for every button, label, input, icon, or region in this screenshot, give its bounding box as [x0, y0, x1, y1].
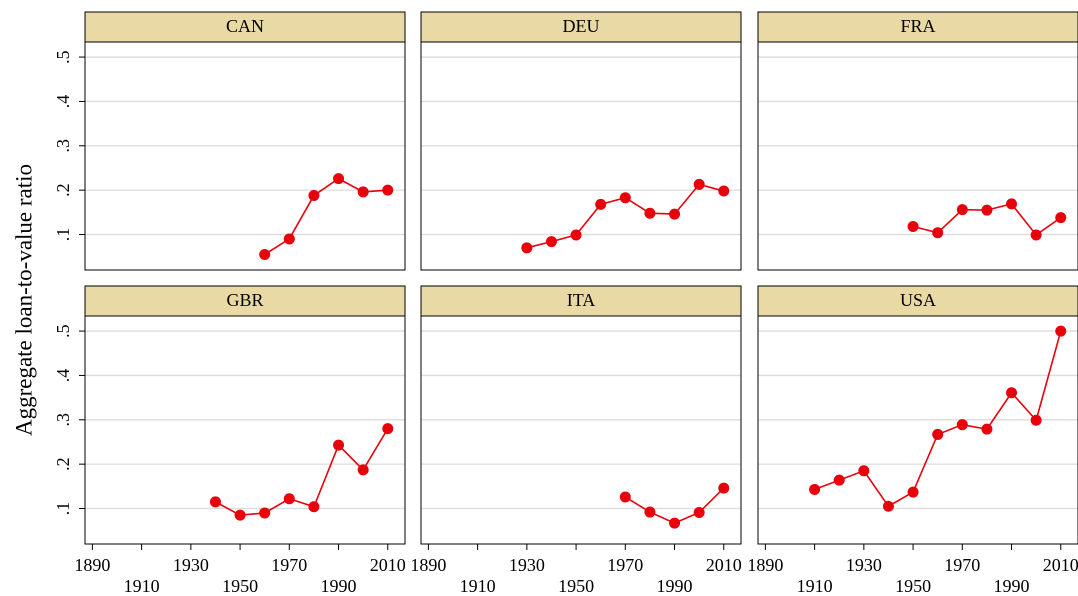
point	[644, 506, 656, 518]
point	[644, 207, 656, 219]
series-line	[814, 330, 1062, 508]
panel-frame	[757, 315, 1078, 545]
x-tick-label: 1890	[74, 555, 110, 575]
point	[669, 208, 681, 220]
point	[1055, 325, 1067, 337]
panel-title: ITA	[567, 290, 596, 310]
point	[619, 491, 631, 503]
point	[907, 486, 919, 498]
point	[545, 236, 557, 248]
point	[693, 178, 705, 190]
point	[283, 493, 295, 505]
panel-frame	[757, 41, 1078, 271]
point	[1006, 387, 1018, 399]
point	[619, 192, 631, 204]
point	[382, 423, 394, 435]
point	[809, 483, 821, 495]
point	[956, 204, 968, 216]
y-tick-label: .5	[53, 50, 73, 64]
point	[693, 507, 705, 519]
x-tick-label: 1990	[994, 576, 1030, 596]
x-tick-label: 1930	[846, 555, 882, 575]
x-tick-label: 1990	[321, 576, 357, 596]
point	[333, 439, 345, 451]
x-tick-label: 1990	[657, 576, 693, 596]
point	[907, 221, 919, 233]
point	[1055, 212, 1067, 224]
x-tick-label: 2010	[1043, 555, 1078, 575]
point	[669, 517, 681, 529]
x-tick-label: 1950	[558, 576, 594, 596]
panel-title: DEU	[563, 16, 600, 36]
x-tick-label: 1950	[895, 576, 931, 596]
x-tick-label: 2010	[370, 555, 406, 575]
point	[981, 204, 993, 216]
x-tick-label: 1930	[173, 555, 209, 575]
point	[956, 419, 968, 431]
point	[718, 185, 730, 197]
y-tick-label: .4	[53, 369, 73, 383]
y-tick-label: .4	[53, 95, 73, 109]
x-tick-label: 2010	[706, 555, 742, 575]
y-tick-label: .1	[53, 502, 73, 516]
panel-frame	[420, 41, 742, 271]
point	[1030, 414, 1042, 426]
panel-header	[757, 11, 1078, 43]
x-tick-label: 1930	[509, 555, 545, 575]
point	[333, 173, 345, 185]
x-tick-label: 1890	[410, 555, 446, 575]
panel-header	[420, 11, 742, 43]
panel-header	[84, 11, 406, 43]
point	[308, 501, 320, 513]
panel-header	[84, 285, 406, 317]
panel-frame	[84, 41, 406, 271]
x-tick-label: 1890	[747, 555, 783, 575]
point	[209, 496, 221, 508]
point	[521, 242, 533, 254]
point	[1030, 229, 1042, 241]
panel-title: FRA	[900, 16, 935, 36]
panel-header	[757, 285, 1078, 317]
y-tick-label: .5	[53, 324, 73, 338]
point	[1006, 198, 1018, 210]
x-tick-label: 1910	[124, 576, 160, 596]
point	[283, 233, 295, 245]
y-tick-label: .3	[53, 413, 73, 427]
point	[595, 198, 607, 210]
point	[259, 507, 271, 519]
y-tick-label: .2	[53, 183, 73, 197]
x-tick-label: 1910	[460, 576, 496, 596]
panel-header	[420, 285, 742, 317]
panel-title: USA	[900, 290, 936, 310]
point	[932, 428, 944, 440]
point	[357, 186, 369, 198]
point	[981, 423, 993, 435]
x-tick-label: 1970	[607, 555, 643, 575]
panel-title: GBR	[226, 290, 263, 310]
point	[382, 184, 394, 196]
panel-frame	[420, 315, 742, 545]
x-tick-label: 1950	[222, 576, 258, 596]
y-axis-label: Aggregate loan-to-value ratio	[11, 164, 36, 436]
x-tick-label: 1970	[944, 555, 980, 575]
panel-title: CAN	[226, 16, 264, 36]
panel-frame	[84, 315, 406, 545]
point	[882, 500, 894, 512]
y-tick-label: .1	[53, 228, 73, 242]
y-tick-label: .3	[53, 139, 73, 153]
point	[308, 189, 320, 201]
y-tick-label: .2	[53, 457, 73, 471]
x-tick-label: 1910	[797, 576, 833, 596]
point	[570, 229, 582, 241]
point	[357, 464, 369, 476]
point	[718, 482, 730, 494]
point	[932, 227, 944, 239]
point	[833, 474, 845, 486]
x-tick-label: 1970	[271, 555, 307, 575]
point	[234, 509, 246, 521]
point	[259, 248, 271, 260]
point	[858, 465, 870, 477]
